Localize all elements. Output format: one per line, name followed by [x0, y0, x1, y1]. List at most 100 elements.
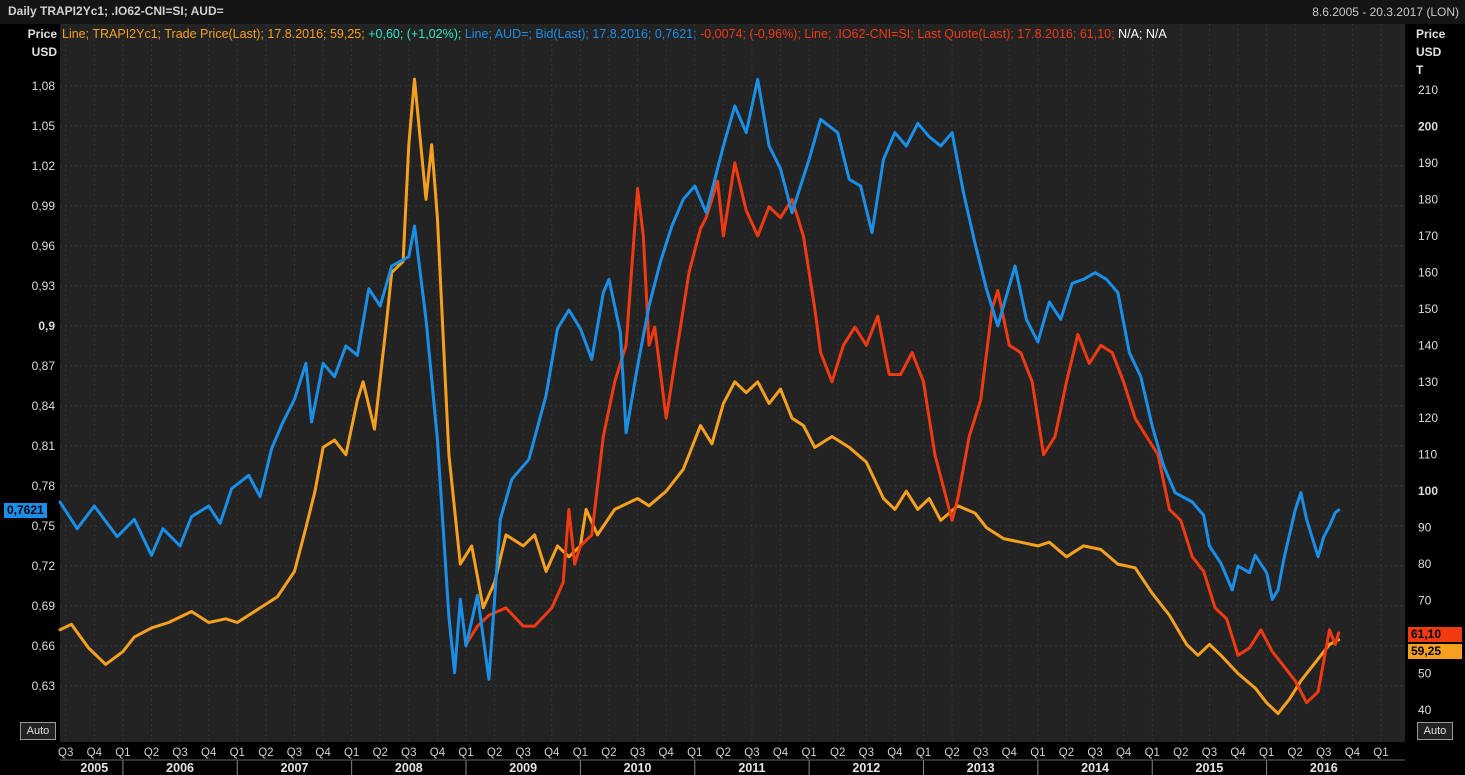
legend-io62-na: N/A; N/A	[1118, 27, 1167, 41]
x-year-label: 2016	[1310, 761, 1338, 775]
legend-aud: Line; AUD=; Bid(Last); 17.8.2016; 0,7621…	[464, 27, 697, 41]
x-quarter-label: Q4	[773, 747, 789, 759]
y-right-tick-label: 150	[1418, 302, 1438, 316]
legend-trapi-change: +0,60; (+1,02%);	[368, 27, 462, 41]
y-left-tick-label: 0,66	[32, 639, 56, 653]
x-quarter-label: Q1	[344, 747, 359, 759]
y-right-tick-label: 200	[1418, 119, 1438, 133]
x-year-label: 2015	[1196, 761, 1224, 775]
x-quarter-label: Q1	[573, 747, 588, 759]
x-quarter-label: Q4	[1345, 747, 1361, 759]
x-quarter-label: Q3	[287, 747, 302, 759]
x-quarter-label: Q4	[1116, 747, 1132, 759]
x-quarter-label: Q1	[458, 747, 473, 759]
x-quarter-label: Q1	[115, 747, 130, 759]
legend: Line; TRAPI2Yc1; Trade Price(Last); 17.8…	[62, 27, 1167, 41]
y-left-tick-label: 0,96	[32, 239, 56, 253]
x-quarter-label: Q2	[144, 747, 159, 759]
x-axis	[60, 742, 1405, 775]
y-left-tick-label: 0,93	[32, 279, 56, 293]
y-right-tick-label: 120	[1418, 411, 1438, 425]
x-year-label: 2007	[281, 761, 309, 775]
y-right-tick-label: 130	[1418, 375, 1438, 389]
x-quarter-label: Q3	[1087, 747, 1102, 759]
y-right-tick-label: 210	[1418, 83, 1438, 97]
x-year-label: 2009	[509, 761, 537, 775]
x-quarter-label: Q3	[630, 747, 645, 759]
x-quarter-label: Q4	[544, 747, 560, 759]
x-quarter-label: Q4	[887, 747, 903, 759]
y-right-tick-label: 50	[1418, 667, 1432, 681]
series-line-trapi	[58, 77, 1341, 716]
x-year-label: 2012	[852, 761, 880, 775]
right-axis-head-t: T	[1416, 63, 1424, 77]
x-year-label: 2008	[395, 761, 423, 775]
y-right-tick-label: 170	[1418, 229, 1438, 243]
io62-last-value-tag: 61,10	[1408, 627, 1462, 642]
right-axis-header: Price USD T	[1416, 25, 1445, 79]
y-right-tick-label: 100	[1418, 484, 1438, 498]
x-quarter-label: Q1	[687, 747, 702, 759]
left-auto-scale-button[interactable]: Auto	[20, 722, 56, 740]
y-right-tick-label: 110	[1418, 448, 1437, 462]
date-range: 8.6.2005 - 20.3.2017 (LON)	[1312, 5, 1459, 19]
x-quarter-label: Q2	[258, 747, 273, 759]
left-axis-head-price: Price	[27, 27, 57, 41]
y-left-tick-label: 0,72	[32, 559, 56, 573]
y-left-tick-label: 0,87	[32, 359, 56, 373]
x-quarter-label: Q4	[201, 747, 217, 759]
x-quarter-label: Q3	[973, 747, 988, 759]
x-quarter-label: Q1	[1259, 747, 1274, 759]
x-quarter-label: Q4	[1002, 747, 1018, 759]
x-quarter-label: Q1	[1145, 747, 1160, 759]
x-quarter-label: Q2	[716, 747, 731, 759]
x-quarter-label: Q4	[315, 747, 331, 759]
x-quarter-label: Q2	[373, 747, 388, 759]
x-quarter-label: Q1	[1373, 747, 1388, 759]
right-auto-scale-button[interactable]: Auto	[1417, 722, 1453, 740]
x-year-label: 2011	[738, 761, 765, 775]
x-year-label: 2014	[1081, 761, 1109, 775]
x-quarter-label: Q4	[1230, 747, 1246, 759]
y-left-tick-label: 0,84	[32, 399, 56, 413]
y-left-tick-label: 1,05	[32, 119, 56, 133]
x-quarter-label: Q3	[1202, 747, 1217, 759]
x-quarter-label: Q3	[401, 747, 416, 759]
legend-trapi: Line; TRAPI2Yc1; Trade Price(Last); 17.8…	[62, 27, 365, 41]
y-right-tick-label: 180	[1418, 192, 1438, 206]
y-right-tick-label: 140	[1418, 338, 1438, 352]
y-right-tick-label: 190	[1418, 156, 1438, 170]
x-quarter-label: Q3	[859, 747, 874, 759]
y-left-tick-label: 0,75	[32, 519, 56, 533]
aud-last-value-tag: 0,7621	[4, 503, 47, 518]
y-right-tick-label: 80	[1418, 557, 1432, 571]
x-year-label: 2010	[624, 761, 652, 775]
y-right-tick-label: 40	[1418, 703, 1432, 717]
y-left-tick-label: 0,63	[32, 679, 56, 693]
y-right-tick-label: 160	[1418, 265, 1438, 279]
chart-title: Daily TRAPI2Yc1; .IO62-CNI=SI; AUD=	[8, 4, 224, 18]
y-left-tick-label: 0,69	[32, 599, 56, 613]
x-year-label: 2006	[166, 761, 194, 775]
right-axis-head-price: Price	[1416, 27, 1446, 41]
y-left-tick-label: 0,99	[32, 199, 56, 213]
x-quarter-label: Q3	[1316, 747, 1331, 759]
y-left-tick-label: 0,9	[38, 319, 55, 333]
trapi-last-value-tag: 59,25	[1408, 644, 1462, 659]
x-year-label: 2013	[967, 761, 995, 775]
y-left-tick-label: 1,02	[32, 159, 56, 173]
y-left-tick-label: 0,78	[32, 479, 56, 493]
chart-header-bar: Daily TRAPI2Yc1; .IO62-CNI=SI; AUD= 8.6.…	[0, 0, 1465, 24]
left-axis-header: Price USD	[25, 25, 57, 61]
series-line-aud	[58, 77, 1341, 681]
x-quarter-label: Q3	[744, 747, 759, 759]
x-quarter-label: Q2	[1173, 747, 1188, 759]
x-quarter-label: Q1	[801, 747, 816, 759]
right-axis-head-unit: USD	[1416, 45, 1442, 59]
x-quarter-label: Q3	[516, 747, 531, 759]
legend-io62: Line; .IO62-CNI=SI; Last Quote(Last); 17…	[804, 27, 1115, 41]
x-quarter-label: Q2	[1059, 747, 1074, 759]
y-right-tick-label: 90	[1418, 521, 1432, 535]
x-quarter-label: Q4	[658, 747, 674, 759]
